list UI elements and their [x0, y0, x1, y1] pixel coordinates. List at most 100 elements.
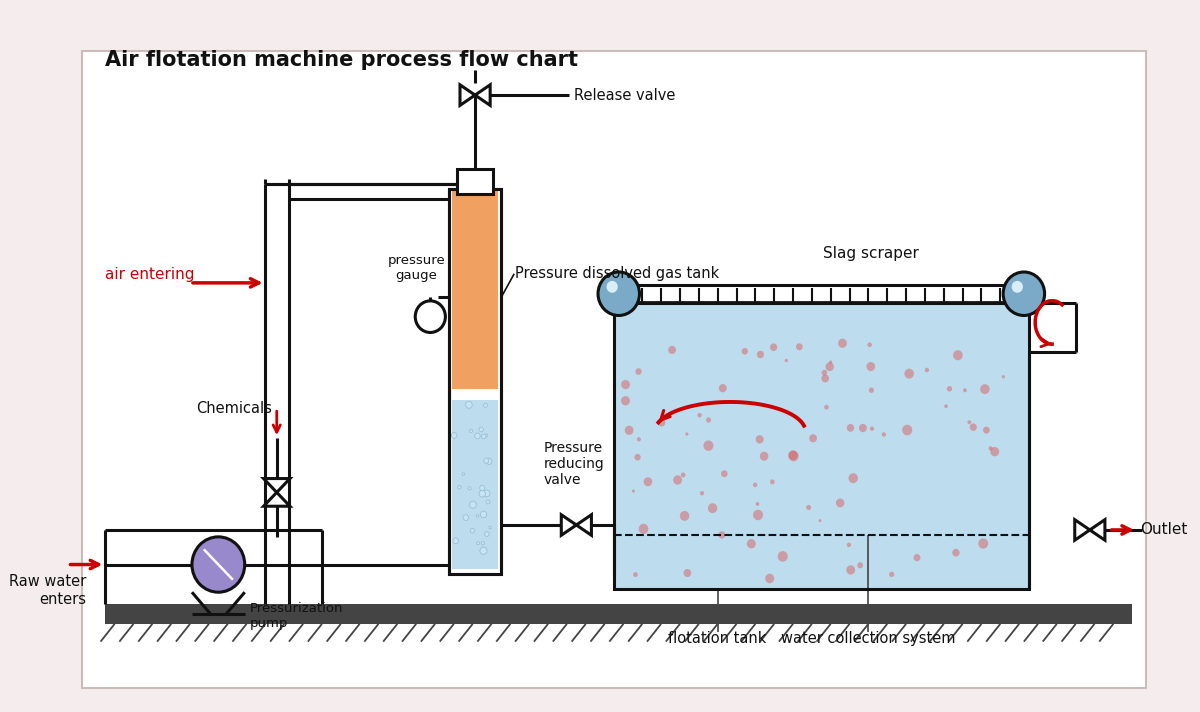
Circle shape [806, 505, 811, 510]
Circle shape [824, 405, 829, 409]
Circle shape [756, 502, 760, 506]
Circle shape [756, 435, 763, 444]
Circle shape [606, 281, 618, 293]
Circle shape [719, 531, 725, 538]
Circle shape [818, 519, 822, 522]
Circle shape [480, 486, 485, 491]
Circle shape [634, 572, 638, 577]
Circle shape [962, 388, 967, 392]
Circle shape [484, 458, 488, 464]
Circle shape [970, 424, 977, 431]
Circle shape [470, 528, 474, 533]
Polygon shape [264, 478, 290, 493]
Circle shape [469, 429, 473, 432]
Circle shape [643, 477, 653, 486]
Polygon shape [562, 515, 592, 535]
Text: pressure
gauge: pressure gauge [388, 254, 445, 282]
Text: Chemicals: Chemicals [196, 401, 272, 416]
Circle shape [870, 426, 874, 431]
Circle shape [857, 562, 863, 568]
Circle shape [463, 515, 468, 520]
Circle shape [452, 538, 458, 544]
Circle shape [809, 434, 817, 442]
Circle shape [990, 447, 1000, 456]
Circle shape [658, 419, 665, 426]
Bar [452, 400, 498, 570]
Circle shape [668, 346, 676, 354]
Circle shape [822, 370, 827, 376]
Circle shape [766, 574, 774, 583]
Circle shape [859, 424, 866, 432]
Circle shape [685, 432, 689, 436]
Circle shape [635, 368, 642, 375]
Circle shape [889, 572, 894, 577]
Circle shape [484, 403, 487, 407]
Circle shape [838, 339, 847, 348]
Circle shape [638, 524, 648, 534]
Bar [452, 189, 498, 389]
Circle shape [462, 473, 464, 476]
Circle shape [697, 413, 702, 417]
Bar [614, 303, 1028, 590]
Circle shape [703, 441, 713, 451]
Text: Slag scraper: Slag scraper [823, 246, 919, 261]
Bar [614, 303, 1028, 590]
Circle shape [719, 384, 727, 392]
Circle shape [953, 350, 962, 360]
Circle shape [488, 526, 491, 529]
Circle shape [778, 551, 787, 562]
Circle shape [486, 458, 492, 464]
Circle shape [479, 491, 486, 497]
Text: water collection system: water collection system [781, 631, 955, 646]
Circle shape [847, 543, 851, 547]
Circle shape [484, 490, 490, 497]
Circle shape [836, 498, 845, 508]
Circle shape [967, 420, 971, 424]
Circle shape [457, 486, 461, 489]
Circle shape [468, 486, 472, 490]
Circle shape [480, 511, 487, 518]
Circle shape [622, 396, 630, 405]
Circle shape [925, 367, 929, 372]
Circle shape [469, 501, 476, 508]
Circle shape [788, 450, 798, 460]
Circle shape [481, 542, 485, 545]
Circle shape [752, 483, 757, 487]
Polygon shape [460, 85, 490, 105]
Circle shape [1002, 375, 1004, 379]
Text: Air flotation machine process flow chart: Air flotation machine process flow chart [106, 51, 578, 70]
Circle shape [770, 343, 778, 351]
Circle shape [480, 547, 487, 555]
Circle shape [485, 434, 487, 437]
Circle shape [754, 510, 763, 520]
Circle shape [476, 515, 479, 517]
Circle shape [882, 432, 886, 436]
Circle shape [708, 503, 718, 513]
Circle shape [476, 542, 479, 545]
Circle shape [625, 426, 634, 435]
Text: flotation tank: flotation tank [668, 631, 767, 646]
Circle shape [757, 351, 764, 358]
Circle shape [796, 343, 803, 350]
Polygon shape [264, 493, 290, 506]
Circle shape [821, 375, 829, 382]
Circle shape [680, 473, 685, 477]
Circle shape [700, 491, 704, 496]
Circle shape [788, 451, 799, 461]
Circle shape [485, 532, 490, 536]
Circle shape [829, 360, 832, 364]
Circle shape [632, 489, 635, 493]
Circle shape [415, 301, 445, 333]
Circle shape [770, 479, 775, 484]
Circle shape [947, 386, 952, 392]
Circle shape [944, 404, 948, 408]
Circle shape [905, 369, 914, 379]
Circle shape [684, 569, 691, 577]
Bar [449, 189, 500, 575]
Circle shape [598, 272, 640, 315]
Text: Pressure
reducing
valve: Pressure reducing valve [544, 441, 604, 488]
Circle shape [475, 433, 480, 439]
Circle shape [989, 446, 992, 451]
Circle shape [742, 348, 748, 355]
Circle shape [978, 538, 988, 549]
